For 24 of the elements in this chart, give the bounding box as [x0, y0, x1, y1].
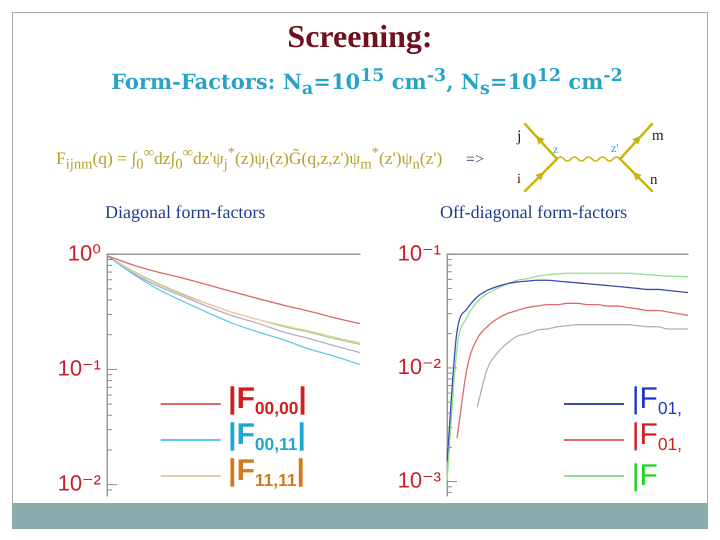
text: j [517, 128, 522, 146]
text: Screening: [286, 18, 434, 55]
legend-label: |F$_{01,}$ [632, 418, 682, 456]
text: F$_{ijnm}$(q) = ∫$_{0}$$^{∞}$dz∫$_{0}$$^{∞}$dz'ψ$_{j}$$^{*}$(z)ψ$_{i}$(z)G̃(q,z,z')ψ$_{m}$$^{*}$(z')ψ$_{n}$(z') [56, 145, 442, 172]
text: z [553, 142, 558, 157]
chart-title: Off-diagonal form-factors [440, 202, 628, 223]
legend-label: |F$_{11,11}$| [228, 454, 305, 492]
y-tick-label: 10⁻¹ [58, 355, 101, 380]
legend-label: |F$_{00,11}$| [228, 418, 306, 454]
y-tick-label: 10⁻³ [398, 468, 441, 493]
text: i [517, 172, 521, 188]
y-tick-label: 10⁰ [68, 240, 102, 266]
chart-title: Diagonal form-factors [105, 202, 266, 223]
y-tick-label: 10⁻¹ [398, 240, 441, 266]
text: Form-Factors: N$_{a}$=10$^{15}$ cm$^{-3}$, N$_{s}$=10$^{12}$ cm$^{-2}$ [111, 66, 623, 100]
text: n [650, 172, 658, 189]
y-tick-label: 10⁻² [58, 470, 101, 496]
legend-label: |F [632, 458, 658, 492]
y-tick-label: 10⁻² [398, 354, 441, 379]
text: m [652, 128, 664, 145]
legend-label: |F$_{01,}$ [632, 382, 682, 418]
legend-label: |F$_{00,00}$| [228, 382, 307, 418]
text: z' [611, 141, 618, 156]
text: => [466, 151, 484, 169]
